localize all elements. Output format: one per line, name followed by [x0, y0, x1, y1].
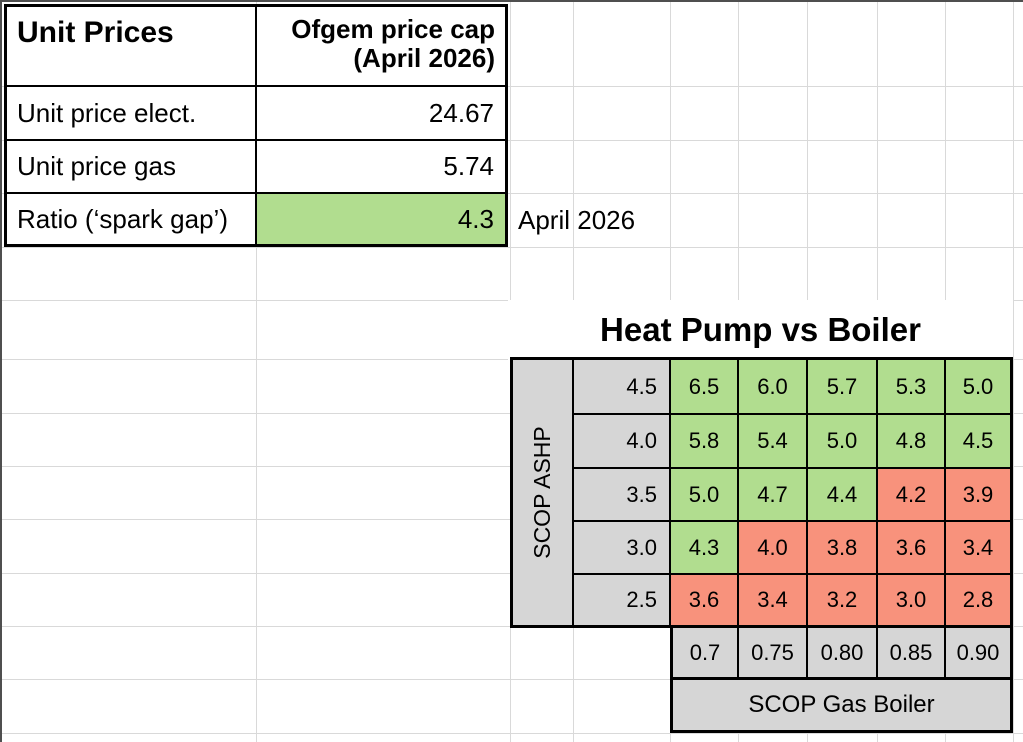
- heatmap-title: Heat Pump vs Boiler: [508, 300, 1013, 360]
- gridline-horizontal: [0, 86, 1023, 87]
- matrix-cell-ashp-2.5-boiler-0.80[interactable]: 3.2: [808, 575, 876, 625]
- window-edge-top: [0, 0, 1023, 2]
- unit-prices-title-cell[interactable]: Unit Prices: [7, 7, 255, 85]
- matrix-cell-ashp-4.0-boiler-0.90[interactable]: 4.5: [946, 415, 1010, 467]
- matrix-cell-ashp-2.5-boiler-0.85[interactable]: 3.0: [878, 575, 944, 625]
- matrix-cell-ashp-4.5-boiler-0.90[interactable]: 5.0: [946, 360, 1010, 413]
- scop-gas-boiler-value-0.7[interactable]: 0.7: [673, 628, 737, 677]
- matrix-cell-ashp-3.5-boiler-0.80[interactable]: 4.4: [808, 469, 876, 520]
- scop-gas-boiler-axis-values: 0.7 0.75 0.80 0.85 0.90: [670, 625, 1013, 680]
- scop-gas-boiler-value-0.85[interactable]: 0.85: [878, 628, 944, 677]
- scop-gas-boiler-value-0.75[interactable]: 0.75: [739, 628, 806, 677]
- matrix-cell-ashp-3.0-boiler-0.90[interactable]: 3.4: [946, 522, 1010, 573]
- scop-gas-boiler-value-0.90[interactable]: 0.90: [946, 628, 1010, 677]
- unit-prices-table: Unit Prices Ofgem price cap (April 2026)…: [4, 4, 508, 247]
- scop-gas-boiler-value-0.80[interactable]: 0.80: [808, 628, 876, 677]
- unit-price-elect-label-cell[interactable]: Unit price elect.: [7, 87, 255, 139]
- gridline-vertical: [256, 0, 257, 742]
- unit-price-gas-label-cell[interactable]: Unit price gas: [7, 141, 255, 192]
- gridline-horizontal: [0, 733, 1023, 734]
- matrix-cell-ashp-3.5-boiler-0.85[interactable]: 4.2: [878, 469, 944, 520]
- unit-price-gas-value-cell[interactable]: 5.74: [257, 141, 505, 192]
- matrix-cell-ashp-3.5-boiler-0.90[interactable]: 3.9: [946, 469, 1010, 520]
- gridline-horizontal: [0, 193, 1023, 194]
- matrix-cell-ashp-4.0-boiler-0.75[interactable]: 5.4: [739, 415, 806, 467]
- ofgem-header-line2: (April 2026): [353, 43, 495, 74]
- matrix-cell-ashp-3.0-boiler-0.85[interactable]: 3.6: [878, 522, 944, 573]
- window-edge-left: [0, 0, 2, 742]
- scop-ashp-row-label-4.5[interactable]: 4.5: [574, 360, 669, 413]
- scop-ashp-row-label-3.5[interactable]: 3.5: [574, 469, 669, 520]
- gridline-horizontal: [0, 247, 1023, 248]
- matrix-cell-ashp-2.5-boiler-0.75[interactable]: 3.4: [739, 575, 806, 625]
- matrix-cell-ashp-4.0-boiler-0.7[interactable]: 5.8: [671, 415, 737, 467]
- matrix-cell-ashp-3.5-boiler-0.75[interactable]: 4.7: [739, 469, 806, 520]
- scop-ashp-row-label-4.0[interactable]: 4.0: [574, 415, 669, 467]
- matrix-cell-ashp-4.0-boiler-0.85[interactable]: 4.8: [878, 415, 944, 467]
- matrix-cell-ashp-4.5-boiler-0.75[interactable]: 6.0: [739, 360, 806, 413]
- matrix-cell-ashp-4.5-boiler-0.85[interactable]: 5.3: [878, 360, 944, 413]
- matrix-cell-ashp-3.5-boiler-0.7[interactable]: 5.0: [671, 469, 737, 520]
- matrix-cell-ashp-3.0-boiler-0.75[interactable]: 4.0: [739, 522, 806, 573]
- matrix-cell-ashp-4.5-boiler-0.7[interactable]: 6.5: [671, 360, 737, 413]
- gridline-horizontal: [0, 140, 1023, 141]
- matrix-cell-ashp-2.5-boiler-0.7[interactable]: 3.6: [671, 575, 737, 625]
- unit-price-elect-value-cell[interactable]: 24.67: [257, 87, 505, 139]
- gridline-vertical: [1013, 0, 1014, 742]
- spark-gap-ratio-label-cell[interactable]: Ratio (‘spark gap’): [7, 194, 255, 244]
- matrix-cell-ashp-4.5-boiler-0.80[interactable]: 5.7: [808, 360, 876, 413]
- matrix-cell-ashp-4.0-boiler-0.80[interactable]: 5.0: [808, 415, 876, 467]
- matrix-cell-ashp-2.5-boiler-0.90[interactable]: 2.8: [946, 575, 1010, 625]
- gridline-horizontal: [0, 679, 1023, 680]
- scop-ashp-axis-cell[interactable]: SCOP ASHP: [513, 360, 572, 625]
- ofgem-header-line1: Ofgem price cap: [291, 14, 495, 44]
- spark-gap-ratio-value-cell[interactable]: 4.3: [257, 194, 505, 244]
- scop-gas-boiler-axis-cell[interactable]: SCOP Gas Boiler: [670, 677, 1013, 733]
- scop-ashp-row-label-2.5[interactable]: 2.5: [574, 575, 669, 625]
- scop-ashp-row-label-3.0[interactable]: 3.0: [574, 522, 669, 573]
- matrix-cell-ashp-3.0-boiler-0.7[interactable]: 4.3: [671, 522, 737, 573]
- heat-pump-vs-boiler-matrix: SCOP ASHP 4.5 6.5 6.0 5.7 5.3 5.0 4.0 5.8 5.4 5.0…: [510, 357, 1013, 628]
- april-2026-annotation-cell[interactable]: April 2026: [518, 204, 636, 235]
- ofgem-price-cap-header-cell[interactable]: Ofgem price cap (April 2026): [257, 7, 505, 85]
- scop-ashp-axis-label: SCOP ASHP: [529, 426, 555, 559]
- matrix-cell-ashp-3.0-boiler-0.80[interactable]: 3.8: [808, 522, 876, 573]
